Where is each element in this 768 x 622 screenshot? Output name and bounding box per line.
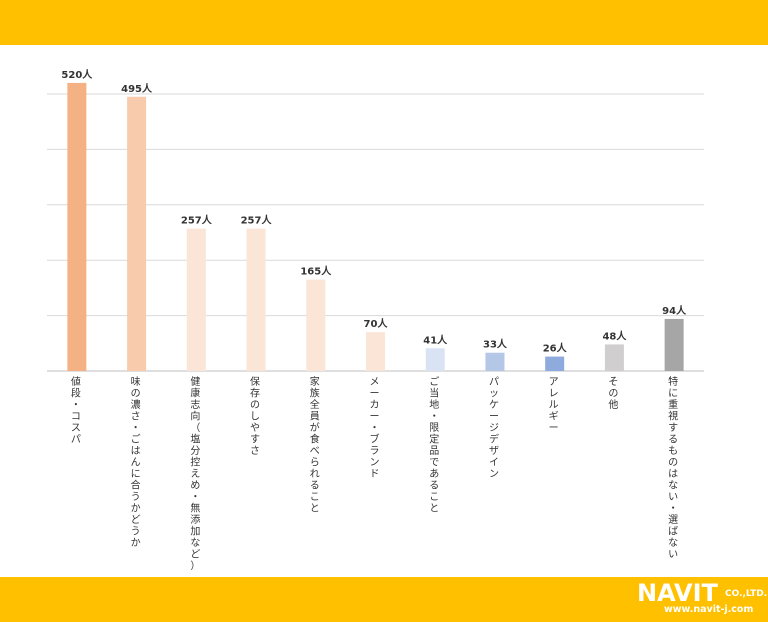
category-label-5: 家族全員が食べられること: [310, 375, 320, 515]
bar-2: [127, 96, 147, 372]
category-label-2: 味の濃さ・ごはんに合うかどうか: [131, 376, 141, 549]
value-labels: 520人 495人 257人 257人 165人 70人 41人 33人 26人 48人 94人: [61, 68, 687, 355]
value-label-8: 33人: [483, 338, 508, 351]
value-label-10: 48人: [602, 329, 627, 342]
category-labels: 値段・コスパ 味の濃さ・ごはんに合うかどうか 健康志向（塩分控えめ・無添加など） 保存…: [71, 375, 678, 572]
logo-suffix: CO.,LTD.: [725, 589, 768, 599]
navit-logo: NAVIT CO.,LTD. www.navit-j.com: [637, 579, 768, 618]
value-label-1: 520人: [61, 68, 93, 81]
category-label-10: その他: [608, 376, 618, 411]
value-label-6: 70人: [364, 317, 389, 330]
bottom-banner: [0, 577, 768, 622]
category-label-11: 特に重視するものはない・選ばない: [668, 376, 678, 561]
bar-4: [246, 228, 266, 371]
category-label-6: メーカー・ブランド: [370, 377, 380, 480]
bar-5: [306, 279, 326, 371]
value-label-2: 495人: [121, 82, 153, 95]
top-banner: [0, 0, 768, 45]
value-label-3: 257人: [181, 214, 213, 227]
value-label-4: 257人: [241, 214, 273, 227]
value-label-7: 41人: [423, 333, 448, 346]
category-label-9: アレルギー: [549, 377, 559, 434]
value-label-11: 94人: [662, 304, 687, 317]
bars: [67, 82, 684, 372]
bar-6: [366, 332, 385, 371]
category-label-3: 健康志向（塩分控えめ・無添加など）: [190, 376, 200, 572]
bar-8: [485, 352, 505, 371]
logo-brand: NAVIT: [637, 579, 718, 607]
value-label-9: 26人: [543, 342, 568, 355]
category-label-1: 値段・コスパ: [71, 375, 81, 446]
bar-7: [425, 348, 445, 371]
logo-url: www.navit-j.com: [664, 604, 754, 615]
bar-11: [664, 318, 684, 371]
gridlines: [47, 93, 704, 372]
bar-9: [545, 356, 565, 371]
bar-1: [67, 82, 87, 372]
bar-10: [604, 344, 624, 371]
category-label-7: ご当地・限定品であること: [429, 375, 439, 515]
value-label-5: 165人: [300, 265, 332, 278]
category-label-4: 保存のしやすさ: [250, 375, 260, 457]
bar-3: [186, 228, 206, 371]
category-label-8: パッケージデザイン: [489, 376, 499, 480]
